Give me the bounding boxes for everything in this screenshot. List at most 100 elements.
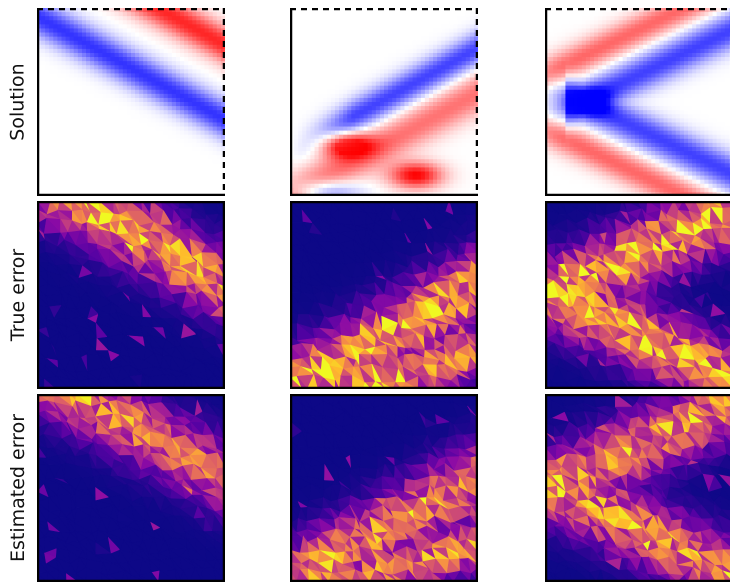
- solution-cell: [433, 110, 438, 115]
- solution-cell: [400, 187, 406, 193]
- solution-cell: [180, 110, 185, 115]
- solution-cell: [412, 69, 418, 74]
- solution-cell: [585, 52, 591, 58]
- solution-cell: [469, 44, 475, 50]
- solution-cell: [322, 73, 328, 79]
- solution-cell: [318, 16, 324, 21]
- solution-cell: [212, 118, 218, 124]
- solution-cell: [371, 118, 377, 124]
- solution-cell: [81, 97, 87, 103]
- solution-cell: [57, 118, 63, 124]
- solution-cell: [606, 65, 611, 70]
- solution-cell: [577, 163, 583, 168]
- solution-cell: [363, 20, 369, 25]
- solution-cell: [122, 28, 128, 34]
- solution-cell: [469, 32, 475, 38]
- solution-cell: [102, 167, 108, 173]
- solution-cell: [65, 81, 71, 87]
- solution-cell: [553, 69, 558, 74]
- solution-cell: [98, 93, 103, 99]
- solution-cell: [388, 52, 393, 58]
- solution-cell: [330, 73, 336, 79]
- solution-cell: [184, 12, 189, 17]
- solution-cell: [180, 126, 185, 132]
- solution-cell: [106, 28, 112, 34]
- solution-cell: [388, 118, 393, 124]
- solution-cell: [65, 89, 71, 95]
- solution-cell: [306, 57, 312, 62]
- solution-cell: [81, 122, 87, 128]
- solution-cell: [110, 163, 116, 168]
- solution-cell: [404, 57, 410, 62]
- solution-cell: [606, 179, 611, 185]
- solution-cell: [355, 151, 361, 156]
- solution-cell: [594, 73, 599, 79]
- solution-cell: [45, 89, 50, 95]
- solution-cell: [294, 73, 299, 79]
- solution-cell: [367, 85, 373, 91]
- solution-cell: [306, 130, 312, 136]
- solution-cell: [204, 52, 210, 58]
- solution-cell: [594, 16, 599, 21]
- solution-cell: [384, 163, 389, 168]
- solution-cell: [392, 138, 397, 144]
- solution-cell: [102, 24, 108, 30]
- solution-cell: [420, 134, 426, 140]
- solution-cell: [57, 179, 63, 185]
- solution-cell: [461, 16, 467, 21]
- solution-cell: [65, 155, 71, 160]
- solution-cell: [180, 106, 185, 111]
- solution-cell: [392, 16, 397, 21]
- solution-cell: [163, 69, 169, 74]
- solution-cell: [392, 24, 397, 30]
- solution-cell: [94, 97, 99, 103]
- solution-cell: [610, 16, 616, 21]
- solution-cell: [428, 57, 434, 62]
- solution-cell: [408, 24, 414, 30]
- solution-cell: [428, 36, 434, 42]
- solution-cell: [553, 28, 558, 34]
- solution-cell: [102, 89, 108, 95]
- solution-cell: [334, 40, 340, 46]
- solution-cell: [204, 77, 210, 83]
- solution-cell: [151, 151, 157, 156]
- solution-cell: [392, 32, 397, 38]
- solution-cell: [347, 155, 352, 160]
- solution-cell: [49, 32, 54, 38]
- solution-cell: [139, 65, 144, 70]
- solution-cell: [585, 73, 591, 79]
- solution-cell: [175, 171, 181, 177]
- solution-cell: [180, 85, 185, 91]
- solution-cell: [469, 114, 475, 119]
- solution-cell: [569, 12, 575, 17]
- solution-cell: [400, 159, 406, 164]
- solution-cell: [135, 81, 140, 87]
- solution-cell: [171, 118, 177, 124]
- solution-cell: [135, 171, 140, 177]
- solution-cell: [98, 61, 103, 66]
- solution-cell: [561, 89, 567, 95]
- solution-cell: [433, 187, 438, 193]
- solution-cell: [416, 69, 422, 74]
- solution-cell: [306, 12, 312, 17]
- solution-cell: [598, 40, 603, 46]
- solution-cell: [379, 52, 385, 58]
- solution-cell: [208, 163, 214, 168]
- solution-cell: [606, 85, 611, 91]
- solution-cell: [416, 126, 422, 132]
- solution-cell: [126, 179, 132, 185]
- solution-cell: [469, 81, 475, 87]
- solution-cell: [428, 163, 434, 168]
- solution-cell: [343, 40, 348, 46]
- solution-cell: [159, 12, 165, 17]
- solution-cell: [208, 85, 214, 91]
- solution-cell: [216, 8, 222, 13]
- solution-cell: [216, 73, 222, 79]
- solution-cell: [433, 126, 438, 132]
- solution-cell: [577, 16, 583, 21]
- solution-cell: [339, 65, 344, 70]
- solution-cell: [41, 171, 46, 177]
- solution-cell: [310, 48, 316, 54]
- solution-cell: [396, 163, 401, 168]
- solution-cell: [339, 155, 344, 160]
